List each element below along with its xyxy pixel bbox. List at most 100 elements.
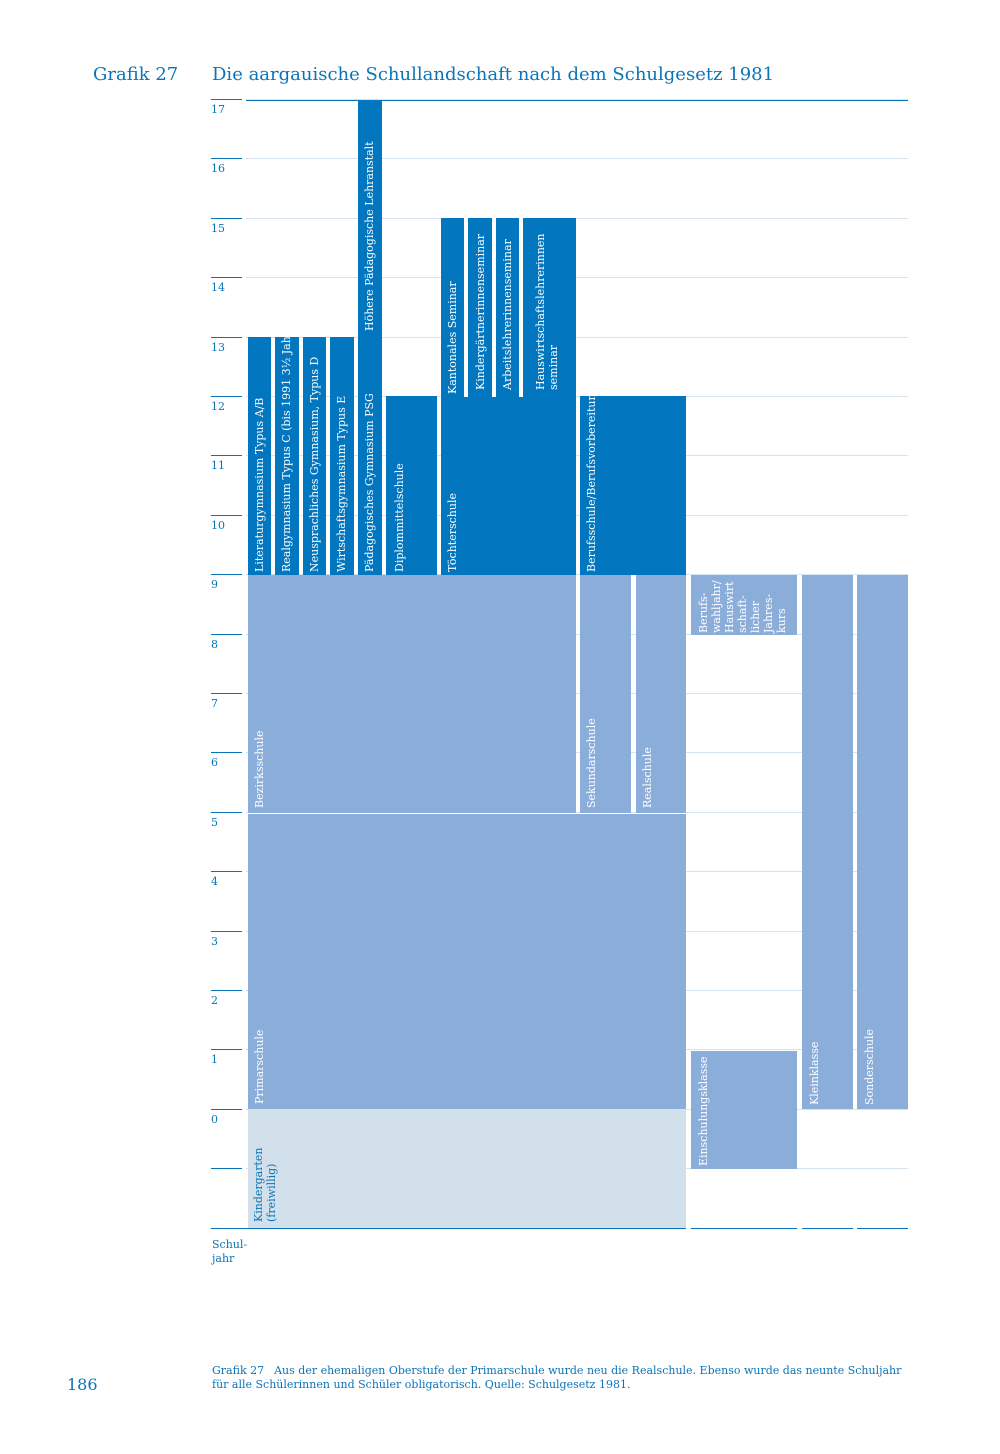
axis-label: 2: [211, 994, 218, 1007]
gridline: [246, 812, 908, 813]
gridline: [246, 634, 908, 635]
axis-label: 4: [211, 875, 218, 888]
axis-label: 16: [211, 162, 225, 175]
axis-tick: [211, 99, 242, 100]
block-hoehere-paedagogische-lehranstalt: Höhere Pädagogische Lehranstalt Pädagogi…: [358, 100, 382, 575]
baseline: [857, 1228, 908, 1229]
block-sekundarschule: Sekundarschule: [580, 575, 631, 813]
axis-tick: [211, 158, 242, 159]
gridline: [246, 752, 908, 753]
axis-tick: [211, 931, 242, 932]
axis-tick: [211, 812, 242, 813]
axis-tick: [211, 277, 242, 278]
axis-tick: [211, 515, 242, 516]
block-kindergarten: Kindergarten (freiwillig): [248, 1110, 686, 1228]
block-bezirksschule: Bezirksschule: [248, 575, 576, 813]
block-label: Kindergärtnerinnenseminar: [474, 233, 487, 390]
gridline: [246, 99, 908, 100]
axis-label: 9: [211, 578, 218, 591]
axis-tick: [211, 752, 242, 753]
axis-label: 17: [211, 103, 225, 116]
block-label: Hauswirtschaftslehrerinnen seminar: [534, 233, 560, 391]
block-label: Literaturgymnasium Typus A/B: [253, 397, 266, 572]
gridline: [246, 396, 908, 397]
block-diplommittelschule: Diplommittelschule: [386, 396, 437, 575]
gridline: [246, 337, 908, 338]
block-label: Einschulungsklasse: [697, 1056, 710, 1166]
block-label: Realschule: [641, 747, 654, 808]
axis-tick: [211, 990, 242, 991]
block-neusprachliches-gymnasium: Neusprachliches Gymnasium, Typus D: [303, 337, 326, 575]
block-label: Wirtschaftsgymnasium Typus E: [335, 395, 348, 572]
block-label: Primarschule: [253, 1029, 266, 1104]
axis-label: 1: [211, 1053, 218, 1066]
axis-title: Schul- jahr: [212, 1238, 248, 1265]
separator: [519, 218, 523, 397]
axis-tick: [211, 455, 242, 456]
figure-title: Die aargauische Schullandschaft nach dem…: [212, 64, 775, 85]
axis-tick: [211, 1109, 242, 1110]
block-label: Sekundarschule: [585, 718, 598, 808]
block-label: Neusprachliches Gymnasium, Typus D: [308, 356, 321, 572]
top-rule: [246, 100, 908, 101]
block-kleinklasse: Kleinklasse: [802, 575, 853, 1109]
axis-tick: [211, 871, 242, 872]
block-primarschule: Primarschule: [248, 814, 686, 1109]
separator: [492, 218, 496, 397]
block-label: Bezirksschule: [253, 730, 266, 808]
block-berufswahljahr: Berufs- wahljahr/ Hauswirt schaft- liche…: [691, 575, 797, 635]
block-literaturgymnasium: Literaturgymnasium Typus A/B: [248, 337, 271, 575]
block-einschulungsklasse: Einschulungsklasse: [691, 1051, 797, 1169]
block-label: Sonderschule: [863, 1028, 876, 1105]
gridline: [246, 693, 908, 694]
axis-label: 15: [211, 222, 225, 235]
block-label: Arbeitslehrerinnenseminar: [501, 239, 514, 390]
axis-tick: [211, 1049, 242, 1050]
block-label: Berufs- wahljahr/ Hauswirt schaft- liche…: [697, 580, 788, 633]
caption-label: Grafik 27: [212, 1364, 265, 1377]
block-realgymnasium: Realgymnasium Typus C (bis 1991 3½ Jahre: [275, 324, 299, 575]
axis-tick: [211, 693, 242, 694]
block-realschule: Realschule: [636, 575, 686, 813]
gridline: [246, 218, 908, 219]
axis-tick: [211, 396, 242, 397]
gridline: [246, 158, 908, 159]
figure-caption: Grafik 27 Aus der ehemaligen Oberstufe de…: [212, 1364, 910, 1392]
block-label: Kantonales Seminar: [446, 281, 459, 394]
gridline: [246, 277, 908, 278]
axis-tick: [211, 574, 242, 575]
block-label: Höhere Pädagogische Lehranstalt: [363, 141, 376, 331]
axis-label: 7: [211, 697, 218, 710]
block-label: Diplommittelschule: [393, 463, 406, 572]
axis-label: 3: [211, 935, 218, 948]
axis-tick: [211, 1168, 242, 1169]
axis-label: 13: [211, 341, 225, 354]
block-label: Kleinklasse: [808, 1041, 821, 1105]
axis-label: 6: [211, 756, 218, 769]
block-label: Realgymnasium Typus C (bis 1991 3½ Jahre: [280, 324, 293, 572]
axis-label: 0: [211, 1113, 218, 1126]
axis-label: 8: [211, 638, 218, 651]
figure-label: Grafik 27: [93, 64, 179, 85]
axis-tick: [211, 337, 242, 338]
caption-text: Aus der ehemaligen Oberstufe der Primars…: [212, 1364, 902, 1391]
block-berufsschule: Berufsschule/Berufsvorbereitung: [580, 386, 686, 575]
block-label: Pädagogisches Gymnasium PSG: [363, 393, 376, 572]
block-label: Berufsschule/Berufsvorbereitung: [585, 386, 598, 572]
axis-label: 14: [211, 281, 225, 294]
axis-label: 10: [211, 519, 225, 532]
block-label: Kindergarten (freiwillig): [252, 1147, 278, 1222]
block-label: Töchterschule: [446, 493, 459, 572]
separator: [464, 218, 468, 397]
block-sonderschule: Sonderschule: [857, 575, 908, 1109]
gridline: [246, 574, 908, 575]
axis-tick: [211, 634, 242, 635]
gridline: [246, 455, 908, 456]
gridline: [246, 515, 908, 516]
page-number: 186: [67, 1375, 98, 1394]
gridline: [246, 1109, 908, 1110]
axis-label: 5: [211, 816, 218, 829]
axis-label: 12: [211, 400, 225, 413]
baseline: [691, 1228, 797, 1229]
baseline: [802, 1228, 853, 1229]
